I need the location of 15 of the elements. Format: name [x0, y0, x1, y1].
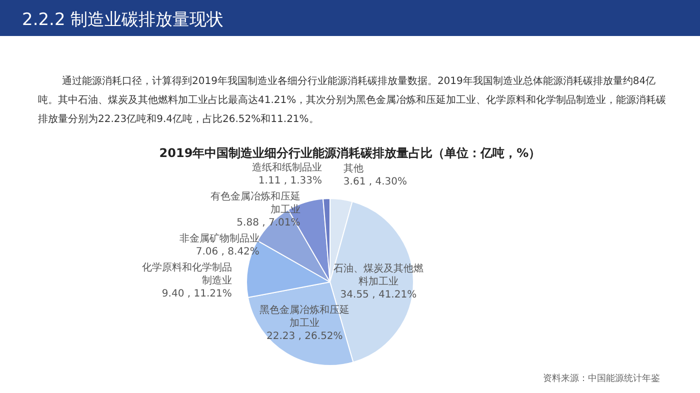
slice-label: 其他 [343, 162, 364, 175]
slice-label: 造纸和纸制品业 [252, 162, 322, 174]
data-label: 22.23 , 26.52% [266, 330, 343, 342]
text: 通过能源消耗口径，计算得到2019年我国制造业各细分行业能源消耗碳排放量数据。2019年我国制造业总体能源消耗碳排放量约84亿吨。其中石油、煤炭及其他燃料加工业占比最高达41.21%，其次分别为黑色金属冶炼和压延加工业、化学原料和化学制品制造业，能源消耗碳排放量分别为22.23亿吨和9.4亿吨，占比26.52%和11.21%。 [38, 74, 668, 127]
chart-title: 2019年中国制造业细分行业能源消耗碳排放量占比（单位：亿吨，%） [158, 145, 542, 162]
slice-label: 黑色金属冶炼和压延加工业 [260, 304, 350, 329]
data-label: 1.11 , 1.33% [258, 176, 322, 187]
data-label: 34.55 , 41.21% [340, 289, 417, 300]
slice-label: 化学原料和化学制品制造业 [142, 262, 232, 287]
text: 资料来源：中国能源统计年鉴 [543, 372, 660, 385]
slice-label: 非金属矿物制品业 [179, 232, 260, 245]
text: 2.2.2 制造业碳排放量现状 [22, 9, 224, 31]
data-label: 3.61 , 4.30% [343, 176, 407, 188]
slice-label: 石油、煤炭及其他燃料加工业 [333, 262, 424, 288]
data-label: 9.40 , 11.21% [162, 288, 232, 300]
